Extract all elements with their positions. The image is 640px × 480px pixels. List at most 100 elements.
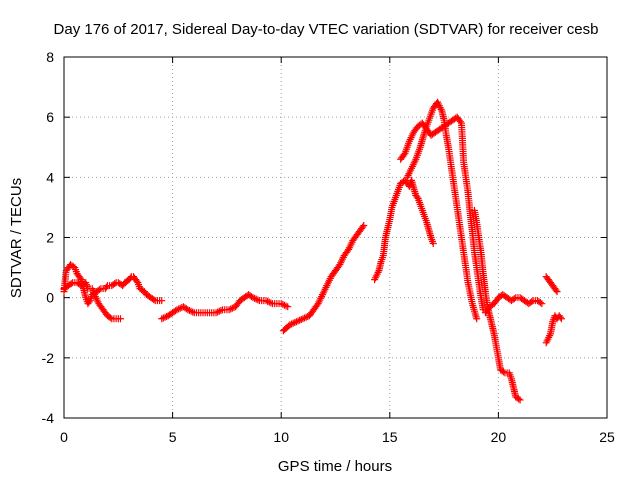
data-point <box>515 395 523 403</box>
data-point <box>299 315 307 323</box>
x-tick-label: 0 <box>60 429 68 445</box>
data-point <box>516 396 524 404</box>
data-point <box>185 306 193 314</box>
data-point <box>277 300 285 308</box>
data-point <box>284 303 292 311</box>
data-point <box>536 299 544 307</box>
data-point <box>158 297 166 305</box>
data-point <box>552 286 560 294</box>
y-tick-label: 4 <box>46 169 54 185</box>
data-segment <box>158 291 292 323</box>
data-point <box>265 298 273 306</box>
y-tick-label: -2 <box>42 350 55 366</box>
data-point <box>187 307 195 315</box>
chart-title: Day 176 of 2017, Sidereal Day-to-day VTE… <box>54 21 599 38</box>
axis-layer: 0 5 10 15 20 25 -4 -2 0 2 4 6 8 <box>42 49 615 445</box>
data-point <box>249 294 257 302</box>
data-point <box>360 221 368 229</box>
y-tick-label: 2 <box>46 230 54 246</box>
data-point <box>359 223 367 231</box>
data-point <box>280 301 288 309</box>
x-tick-label: 10 <box>273 429 289 445</box>
data-point <box>262 297 270 305</box>
data-point <box>557 315 565 323</box>
data-point <box>291 318 299 326</box>
data-point <box>227 305 235 313</box>
data-segment <box>481 291 546 317</box>
y-tick-label: 8 <box>46 49 54 65</box>
data-point <box>556 313 564 321</box>
data-point <box>102 283 110 291</box>
x-tick-label: 15 <box>382 429 398 445</box>
data-point <box>189 308 197 316</box>
data-point <box>538 300 546 308</box>
data-segment <box>397 113 487 314</box>
data-point <box>228 304 236 312</box>
data-point <box>150 296 158 304</box>
data-point <box>553 288 561 296</box>
data-point <box>161 313 169 321</box>
data-point <box>510 295 518 303</box>
y-tick-label: -4 <box>42 410 55 426</box>
data-point <box>499 368 507 376</box>
x-tick-label: 20 <box>491 429 507 445</box>
data-point <box>286 321 294 329</box>
x-tick-label: 25 <box>599 429 615 445</box>
data-point <box>184 306 192 314</box>
data-point <box>116 315 124 323</box>
data-point <box>95 286 103 294</box>
data-segment <box>542 273 561 296</box>
data-point <box>302 313 310 321</box>
data-point <box>456 118 464 126</box>
data-segment <box>403 98 481 323</box>
data-point <box>159 314 167 322</box>
data-point <box>67 280 75 288</box>
data-point <box>413 193 421 201</box>
data-point <box>292 318 300 326</box>
data-point <box>85 298 93 306</box>
data-point <box>267 299 275 307</box>
data-point <box>279 300 287 308</box>
data-point <box>251 294 259 302</box>
data-point <box>217 306 225 314</box>
data-point <box>158 315 166 323</box>
plot-border <box>63 56 608 419</box>
data-point <box>528 298 536 306</box>
data-point <box>400 151 408 159</box>
data-segment <box>279 221 368 335</box>
data-point <box>297 315 305 323</box>
x-tick-label: 5 <box>169 429 177 445</box>
data-segment <box>471 206 524 404</box>
data-points-layer <box>60 98 565 404</box>
data-point <box>215 307 223 315</box>
data-point <box>288 320 296 328</box>
data-point <box>212 309 220 317</box>
data-point <box>289 319 297 327</box>
data-point <box>301 314 309 322</box>
data-point <box>473 315 481 323</box>
data-segment <box>60 279 124 323</box>
data-point <box>264 297 272 305</box>
data-point <box>175 305 183 313</box>
data-point <box>106 314 114 322</box>
data-point <box>282 302 290 310</box>
data-point <box>296 316 304 324</box>
x-axis-label: GPS time / hours <box>278 458 392 475</box>
data-point <box>133 277 141 285</box>
y-tick-label: 6 <box>46 109 54 125</box>
y-tick-label: 0 <box>46 290 54 306</box>
data-point <box>225 306 233 314</box>
data-point <box>252 295 260 303</box>
data-segment <box>371 176 437 284</box>
grid-layer <box>64 57 607 418</box>
data-point <box>254 296 262 304</box>
y-axis-label: SDTVAR / TECUs <box>8 178 25 298</box>
data-point <box>429 240 437 248</box>
data-point <box>214 308 222 316</box>
data-segment <box>542 312 565 347</box>
data-point <box>294 317 302 325</box>
data-point <box>173 306 181 314</box>
data-point <box>76 274 84 282</box>
